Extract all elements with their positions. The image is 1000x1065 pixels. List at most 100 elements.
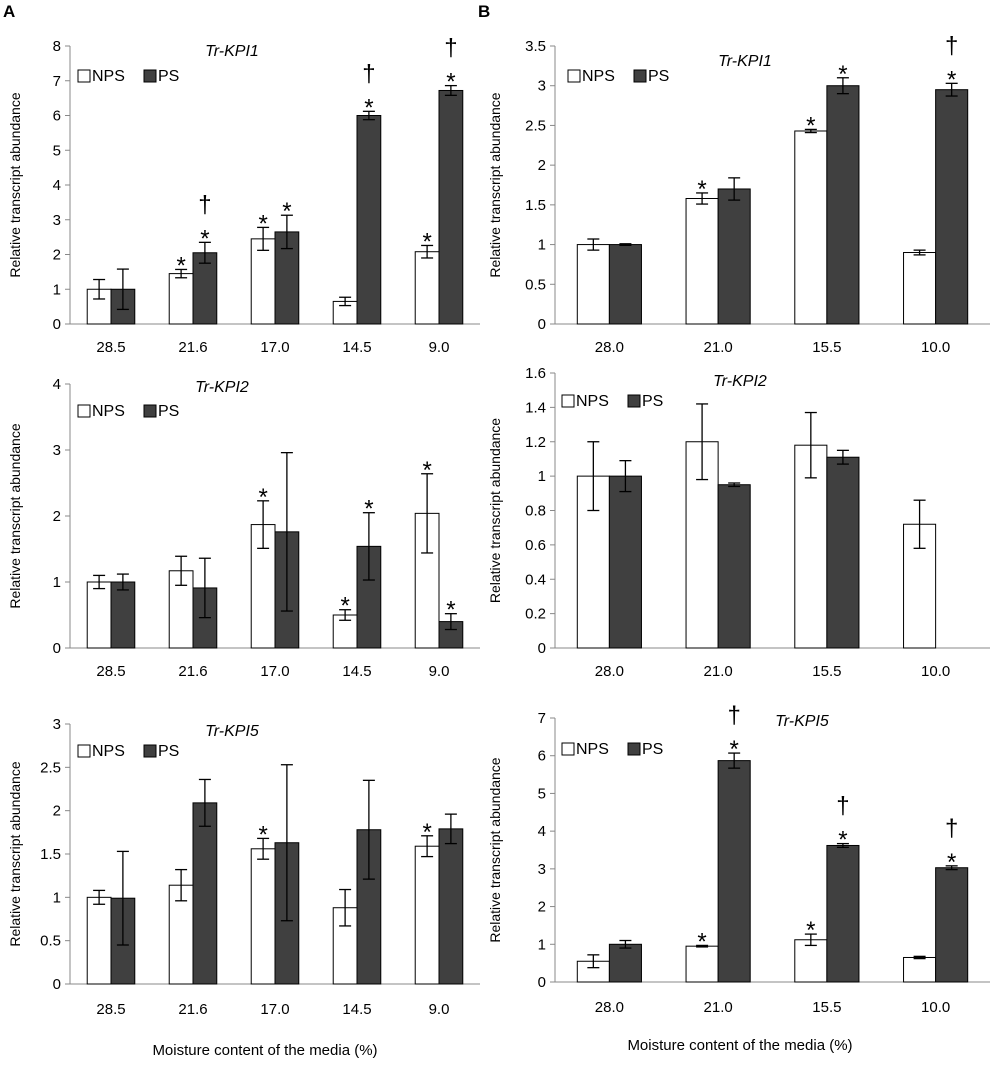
legend-swatch-nps xyxy=(77,404,91,418)
significance-dagger: † xyxy=(945,32,958,59)
y-tick-label: 3 xyxy=(538,861,546,878)
x-tick-label: 28.0 xyxy=(595,663,624,680)
significance-asterisk: * xyxy=(446,597,455,624)
bar-ps xyxy=(110,581,136,649)
bar-nps xyxy=(168,273,194,325)
y-tick-label: 7 xyxy=(53,73,61,90)
x-tick-label: 28.5 xyxy=(96,1001,125,1018)
x-tick-label: 17.0 xyxy=(260,1001,289,1018)
y-tick-label: 1 xyxy=(538,468,546,485)
legend-label-ps: PS xyxy=(642,741,663,758)
y-tick-label: 5 xyxy=(53,142,61,159)
y-tick-label: 2.5 xyxy=(40,759,61,776)
x-tick-label: 15.5 xyxy=(812,339,841,356)
x-tick-label: 21.6 xyxy=(178,339,207,356)
y-tick-label: 3 xyxy=(53,212,61,229)
x-tick-label: 15.5 xyxy=(812,663,841,680)
chart-title: Tr-KPI1 xyxy=(718,53,772,70)
bar-nps xyxy=(250,848,276,985)
y-tick-label: 2 xyxy=(538,899,546,916)
legend-swatch-nps xyxy=(77,69,91,83)
chart-title: Tr-KPI1 xyxy=(205,43,259,60)
bar-ps xyxy=(608,475,642,649)
x-tick-label: 9.0 xyxy=(429,1001,450,1018)
chart-title: Tr-KPI5 xyxy=(205,723,259,740)
significance-asterisk: * xyxy=(200,225,209,252)
y-tick-label: 1.2 xyxy=(525,434,546,451)
significance-asterisk: * xyxy=(282,198,291,225)
bar-ps xyxy=(717,188,751,325)
bar-ps xyxy=(608,943,642,983)
significance-asterisk: * xyxy=(364,94,373,121)
y-tick-label: 0.8 xyxy=(525,503,546,520)
legend-swatch-nps xyxy=(561,394,575,408)
legend-label-nps: NPS xyxy=(576,741,609,758)
y-axis-title: Relative transcript abundance xyxy=(7,761,23,946)
legend-swatch-ps xyxy=(143,744,157,758)
significance-asterisk: * xyxy=(729,736,738,763)
significance-asterisk: * xyxy=(176,252,185,279)
y-tick-label: 6 xyxy=(538,748,546,765)
legend-label-ps: PS xyxy=(158,403,179,420)
significance-asterisk: * xyxy=(258,484,267,511)
x-tick-label: 28.5 xyxy=(96,663,125,680)
legend-label-nps: NPS xyxy=(582,68,615,85)
bar-nps xyxy=(86,581,112,649)
significance-asterisk: * xyxy=(697,928,706,955)
y-tick-label: 4 xyxy=(538,823,546,840)
legend-swatch-ps xyxy=(143,69,157,83)
y-tick-label: 2 xyxy=(53,803,61,820)
y-axis-title: Relative transcript abundance xyxy=(487,418,503,603)
x-tick-label: 28.0 xyxy=(595,339,624,356)
y-tick-label: 0.6 xyxy=(525,537,546,554)
bar-nps xyxy=(414,845,440,985)
significance-asterisk: * xyxy=(422,819,431,846)
chart-title: Tr-KPI2 xyxy=(713,373,767,390)
significance-asterisk: * xyxy=(422,228,431,255)
y-axis-title: Relative transcript abundance xyxy=(7,423,23,608)
y-tick-label: 0 xyxy=(53,976,61,993)
significance-asterisk: * xyxy=(340,593,349,620)
legend-label-ps: PS xyxy=(648,68,669,85)
legend-label-nps: NPS xyxy=(92,743,125,760)
x-tick-label: 28.5 xyxy=(96,339,125,356)
y-tick-label: 2 xyxy=(538,157,546,174)
bar-ps xyxy=(608,244,642,325)
bar-ps xyxy=(826,456,860,649)
x-tick-label: 21.6 xyxy=(178,663,207,680)
significance-asterisk: * xyxy=(446,69,455,96)
y-tick-label: 1.4 xyxy=(525,399,546,416)
bar-ps xyxy=(438,89,464,325)
significance-dagger: † xyxy=(362,60,375,87)
bar-nps xyxy=(685,198,719,325)
bar-ps xyxy=(826,844,860,983)
y-tick-label: 0 xyxy=(53,316,61,333)
charts-group: 0 1 2 3 4 5 6 7 8 Relative transcript abundance Tr… xyxy=(7,32,990,1018)
y-tick-label: 7 xyxy=(538,710,546,727)
chart-1: 0 1 2 3 4 5 6 7 8 Relative transcript abundance Tr… xyxy=(7,35,480,356)
legend-swatch-nps xyxy=(561,742,575,756)
bar-nps xyxy=(903,523,937,649)
y-tick-label: 0.5 xyxy=(525,276,546,293)
significance-asterisk: * xyxy=(806,112,815,139)
legend-swatch-ps xyxy=(627,394,641,408)
y-tick-label: 3 xyxy=(538,78,546,95)
significance-asterisk: * xyxy=(947,66,956,93)
legend-swatch-ps xyxy=(143,404,157,418)
bar-ps xyxy=(826,85,860,325)
significance-asterisk: * xyxy=(258,210,267,237)
bar-nps xyxy=(576,244,610,325)
significance-asterisk: * xyxy=(422,457,431,484)
y-tick-label: 0 xyxy=(53,640,61,657)
x-tick-label: 21.0 xyxy=(704,339,733,356)
panel-label-a: A xyxy=(3,2,15,21)
y-tick-label: 1 xyxy=(538,237,546,254)
y-tick-label: 5 xyxy=(538,785,546,802)
y-tick-label: 8 xyxy=(53,38,61,55)
significance-dagger: † xyxy=(945,815,958,842)
chart-2: 0 1 2 3 4 Relative transcript abundance Tr-KPI… xyxy=(7,376,480,680)
y-tick-label: 1.5 xyxy=(40,846,61,863)
significance-dagger: † xyxy=(198,191,211,218)
bar-nps xyxy=(794,939,828,983)
